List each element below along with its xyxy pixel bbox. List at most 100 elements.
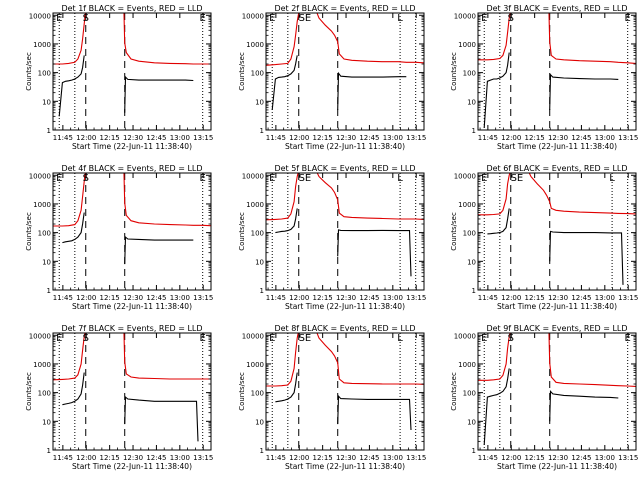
plot-frame — [52, 332, 212, 451]
series-lld-line — [478, 13, 511, 61]
x-tick-label: 12:15 — [313, 294, 333, 302]
series-lld-line — [53, 173, 86, 227]
series-events-line — [549, 390, 619, 422]
x-tick-label: 11:45 — [266, 454, 286, 462]
phase-marker-e: E — [305, 333, 311, 344]
panel-det-5f: Det 5f BLACK = Events, RED = LLD 1 10 100 10… — [238, 164, 426, 311]
x-tick-label: 13:15 — [406, 134, 426, 142]
y-axis-label: Counts/sec — [25, 212, 33, 251]
y-axis-label: Counts/sec — [450, 212, 458, 251]
y-tick-label: 10 — [42, 418, 51, 426]
phase-marker-l: L — [609, 173, 615, 184]
y-axis-label: Counts/sec — [238, 52, 246, 91]
panel-title: Det 4f BLACK = Events, RED = LLD — [61, 164, 202, 173]
y-tick-label: 100 — [38, 390, 51, 398]
x-axis-label: Start Time (22-Jun-11 11:38:40) — [285, 462, 405, 471]
y-tick-label: 10000 — [454, 172, 476, 180]
x-tick-label: 12:45 — [359, 294, 379, 302]
phase-marker-e: E — [56, 173, 62, 184]
series-lld-line — [316, 13, 424, 64]
y-tick-label: 100 — [38, 70, 51, 78]
phase-marker-e: E — [200, 173, 206, 184]
series-events-line — [275, 372, 298, 403]
series-events-line — [337, 229, 412, 277]
panel-det-4f: Det 4f BLACK = Events, RED = LLD 1 10 100 10… — [25, 164, 213, 311]
y-tick-label: 1 — [47, 287, 51, 295]
y-tick-label: 100 — [463, 390, 476, 398]
x-tick-label: 12:45 — [146, 134, 166, 142]
x-tick-label: 13:15 — [406, 294, 426, 302]
series-lld-line — [53, 13, 86, 65]
x-tick-label: 12:45 — [571, 134, 591, 142]
x-tick-label: 12:45 — [359, 454, 379, 462]
y-tick-label: 10 — [42, 258, 51, 266]
x-tick-label: 13:00 — [595, 294, 615, 302]
x-tick-label: 11:45 — [53, 134, 73, 142]
x-tick-label: 13:00 — [595, 454, 615, 462]
x-tick-label: 12:15 — [525, 454, 545, 462]
panel-det-2f: Det 2f BLACK = Events, RED = LLD 1 10 100 10… — [238, 4, 426, 151]
phase-marker-e: E — [481, 13, 487, 24]
x-axis-label: Start Time (22-Jun-11 11:38:40) — [497, 142, 617, 151]
y-tick-label: 1 — [472, 287, 476, 295]
series-events-line — [549, 73, 619, 111]
panel-title: Det 8f BLACK = Events, RED = LLD — [274, 324, 415, 333]
series-events-line — [58, 55, 85, 117]
x-tick-label: 12:30 — [336, 134, 356, 142]
panel-title: Det 7f BLACK = Events, RED = LLD — [61, 324, 202, 333]
x-tick-label: 13:15 — [406, 454, 426, 462]
panel-title: Det 3f BLACK = Events, RED = LLD — [486, 4, 627, 13]
y-tick-label: 10000 — [454, 12, 476, 20]
series-events-line — [124, 75, 194, 113]
y-tick-label: 100 — [251, 230, 264, 238]
x-tick-label: 12:30 — [336, 454, 356, 462]
x-tick-label: 12:30 — [336, 294, 356, 302]
x-tick-label: 12:00 — [76, 134, 96, 142]
y-axis-label: Counts/sec — [450, 372, 458, 411]
y-tick-label: 10000 — [242, 172, 264, 180]
series-lld-line — [123, 13, 211, 65]
panel-title: Det 9f BLACK = Events, RED = LLD — [486, 324, 627, 333]
series-lld-line — [478, 173, 511, 216]
series-events-line — [483, 368, 510, 445]
phase-marker-s: S — [508, 333, 514, 344]
x-tick-label: 11:45 — [266, 294, 286, 302]
y-axis-label: Counts/sec — [238, 372, 246, 411]
series-lld-line — [53, 333, 86, 381]
x-tick-label: 12:15 — [100, 294, 120, 302]
panel-det-1f: Det 1f BLACK = Events, RED = LLD 1 10 100 10… — [25, 4, 213, 151]
x-tick-label: 12:00 — [501, 454, 521, 462]
phase-marker-s: S — [508, 13, 514, 24]
x-tick-label: 13:00 — [170, 134, 190, 142]
x-tick-label: 12:30 — [123, 134, 143, 142]
y-tick-label: 1 — [260, 287, 264, 295]
panel-det-6f: Det 6f BLACK = Events, RED = LLD 1 10 100 10… — [450, 164, 638, 311]
x-tick-label: 12:30 — [548, 134, 568, 142]
y-tick-label: 1000 — [246, 361, 264, 369]
panel-title: Det 1f BLACK = Events, RED = LLD — [61, 4, 202, 13]
x-tick-label: 12:00 — [289, 454, 309, 462]
phase-marker-l: L — [397, 333, 403, 344]
x-axis-label: Start Time (22-Jun-11 11:38:40) — [72, 462, 192, 471]
x-axis-label: Start Time (22-Jun-11 11:38:40) — [72, 142, 192, 151]
y-axis-label: Counts/sec — [450, 52, 458, 91]
plot-frame — [265, 172, 425, 291]
y-tick-label: 10 — [42, 98, 51, 106]
series-lld-line — [528, 173, 636, 215]
panel-title: Det 5f BLACK = Events, RED = LLD — [274, 164, 415, 173]
y-tick-label: 1 — [472, 127, 476, 135]
plot-frame — [477, 12, 637, 131]
x-tick-label: 12:45 — [146, 454, 166, 462]
series-events-line — [124, 395, 199, 442]
x-tick-label: 13:00 — [383, 454, 403, 462]
phase-marker-e: E — [56, 333, 62, 344]
panel-title: Det 6f BLACK = Events, RED = LLD — [486, 164, 627, 173]
y-tick-label: 1000 — [458, 361, 476, 369]
x-tick-label: 11:45 — [266, 134, 286, 142]
y-tick-label: 10 — [255, 418, 264, 426]
plot-frame — [477, 332, 637, 451]
y-tick-label: 1000 — [246, 201, 264, 209]
x-tick-label: 12:15 — [100, 454, 120, 462]
y-tick-label: 10000 — [242, 12, 264, 20]
x-tick-label: 12:00 — [501, 134, 521, 142]
